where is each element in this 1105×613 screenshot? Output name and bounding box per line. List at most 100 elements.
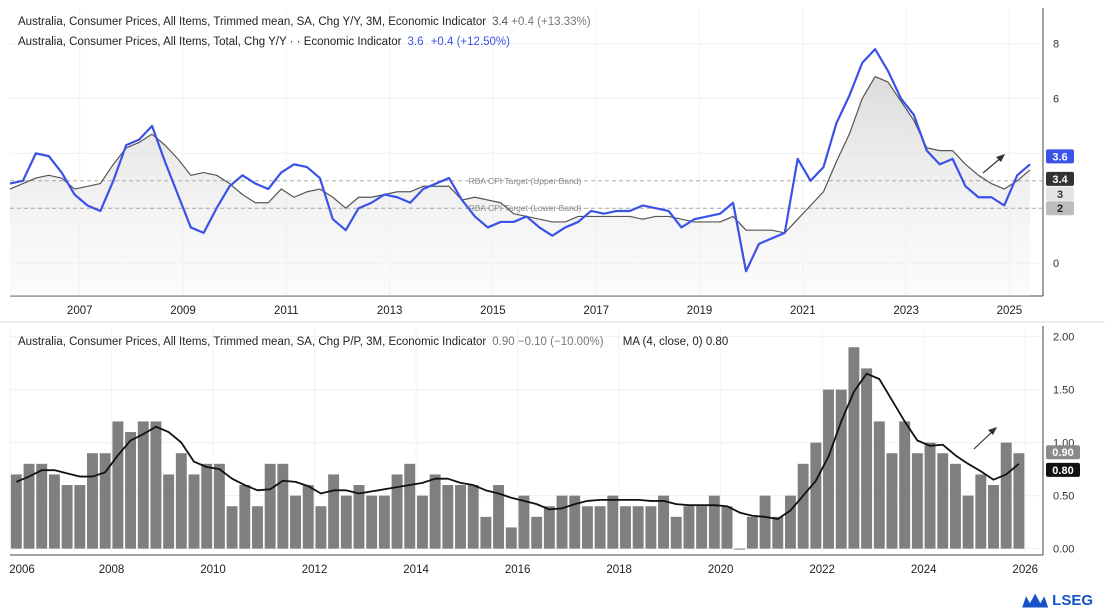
- pp-bar: [353, 485, 365, 549]
- trimmed-yy-line: [9, 75, 1031, 234]
- pp-bar: [226, 506, 238, 549]
- pp-bar: [937, 453, 949, 549]
- pp-bar: [797, 463, 809, 549]
- bottom-axis-marker-label: 0.90: [1052, 447, 1073, 459]
- ma-line: [15, 372, 1020, 520]
- pp-bar: [87, 453, 98, 549]
- top-x-tick-label: 2009: [170, 305, 196, 317]
- legend-trimmed-pp-value: 0.90: [492, 336, 515, 348]
- bottom-y-tick-label: 0.50: [1053, 491, 1074, 503]
- pp-bar: [734, 548, 746, 550]
- top-trend-arrowhead: [996, 154, 1005, 162]
- top-axis-marker-label: 3.4: [1052, 174, 1068, 186]
- legend-trimmed-yy-value: 3.4: [492, 16, 509, 28]
- legend-total-yy-change: +0.4 (+12.50%): [430, 36, 510, 48]
- top-axis-marker-bg: [1046, 186, 1074, 201]
- top-axis-marker-label: 3.6: [1052, 151, 1067, 163]
- legend-total-yy-value: 3.6: [407, 36, 424, 48]
- bottom-y-tick-label: 2.00: [1053, 332, 1074, 344]
- pp-bar: [1013, 453, 1025, 549]
- pp-bar: [36, 463, 48, 549]
- bottom-x-tick-label: 2026: [1012, 564, 1038, 576]
- top-x-tick-label: 2011: [274, 305, 299, 317]
- pp-bar: [645, 506, 657, 549]
- pp-bar: [366, 495, 378, 549]
- pp-bar: [949, 463, 961, 549]
- rba-target-label: RBA CPI Target (Lower Band): [469, 203, 582, 213]
- pp-bar: [518, 495, 530, 549]
- pp-bar: [493, 485, 505, 549]
- pp-bar: [658, 495, 670, 549]
- pp-bar: [670, 516, 682, 549]
- pp-bar: [416, 495, 428, 549]
- pp-bar: [442, 485, 454, 549]
- pp-bar: [112, 421, 124, 549]
- legend-trimmed-yy-name: Australia, Consumer Prices, All Items, T…: [18, 16, 487, 28]
- pp-bar: [848, 347, 860, 549]
- rba-target-label: RBA CPI Target (Upper Band): [469, 176, 582, 186]
- top-y-tick-label: 8: [1053, 39, 1059, 51]
- top-axis-marker-bg: [1046, 149, 1074, 164]
- pp-bar: [125, 432, 137, 549]
- pp-bar: [975, 474, 987, 549]
- pp-bar: [505, 527, 517, 549]
- pp-bar: [899, 421, 911, 549]
- pp-bar: [61, 485, 73, 549]
- bottom-x-tick-label: 2006: [9, 564, 35, 576]
- pp-bar: [10, 474, 22, 549]
- top-legend-line1: Australia, Consumer Prices, All Items, T…: [18, 16, 591, 28]
- bottom-y-tick-label: 0.00: [1053, 544, 1074, 556]
- legend-trimmed-yy-change: +0.4 (+13.33%): [511, 16, 591, 28]
- pp-bar: [823, 389, 834, 549]
- pp-bar: [924, 442, 936, 549]
- top-axis-marker-label: 3: [1057, 189, 1063, 201]
- pp-bar: [759, 495, 771, 549]
- bottom-x-tick-label: 2014: [403, 564, 429, 576]
- pp-bar: [708, 495, 720, 549]
- pp-bar: [873, 421, 885, 549]
- top-x-tick-label: 2025: [997, 305, 1023, 317]
- pp-bar: [556, 495, 568, 549]
- top-x-tick-label: 2013: [377, 305, 403, 317]
- pp-bar: [1000, 442, 1012, 549]
- top-x-tick-label: 2023: [893, 305, 919, 317]
- bottom-x-tick-label: 2012: [302, 564, 328, 576]
- pp-bar: [175, 453, 187, 549]
- pp-bar: [290, 495, 301, 549]
- top-x-tick-label: 2019: [687, 305, 713, 317]
- pp-bar: [480, 516, 492, 549]
- pp-bar: [188, 474, 200, 549]
- pp-bar: [721, 506, 733, 549]
- top-x-tick-label: 2015: [480, 305, 506, 317]
- top-axis-marker-label: 2: [1057, 203, 1063, 215]
- pp-bar: [861, 368, 873, 549]
- pp-bar: [607, 495, 619, 549]
- pp-bar: [455, 485, 466, 549]
- bottom-trend-arrow: [973, 429, 995, 450]
- pp-bar: [620, 506, 631, 549]
- pp-bar: [404, 463, 416, 549]
- bottom-trend-arrowhead: [988, 427, 997, 435]
- bottom-x-tick-label: 2024: [911, 564, 937, 576]
- pp-bar: [835, 389, 847, 549]
- pp-bar: [632, 506, 644, 549]
- trimmed-yy-area: [10, 76, 1031, 296]
- bottom-x-tick-label: 2008: [99, 564, 125, 576]
- top-y-tick-label: 0: [1053, 258, 1059, 270]
- pp-bar: [163, 474, 175, 549]
- bottom-x-tick-label: 2020: [708, 564, 734, 576]
- bottom-x-tick-label: 2022: [809, 564, 835, 576]
- pp-bar: [886, 453, 898, 549]
- pp-bar: [467, 485, 479, 549]
- pp-bar: [23, 463, 35, 549]
- pp-bar: [213, 463, 225, 549]
- total-yy-line: [9, 48, 1031, 273]
- pp-bar: [581, 506, 593, 549]
- bottom-legend: Australia, Consumer Prices, All Items, T…: [18, 336, 728, 348]
- legend-total-yy-name: Australia, Consumer Prices, All Items, T…: [18, 36, 402, 48]
- pp-bar: [988, 485, 999, 549]
- pp-bar: [239, 485, 251, 549]
- legend-trimmed-pp-change: −0.10 (−10.00%): [517, 336, 604, 348]
- top-axis-marker-bg: [1046, 171, 1074, 186]
